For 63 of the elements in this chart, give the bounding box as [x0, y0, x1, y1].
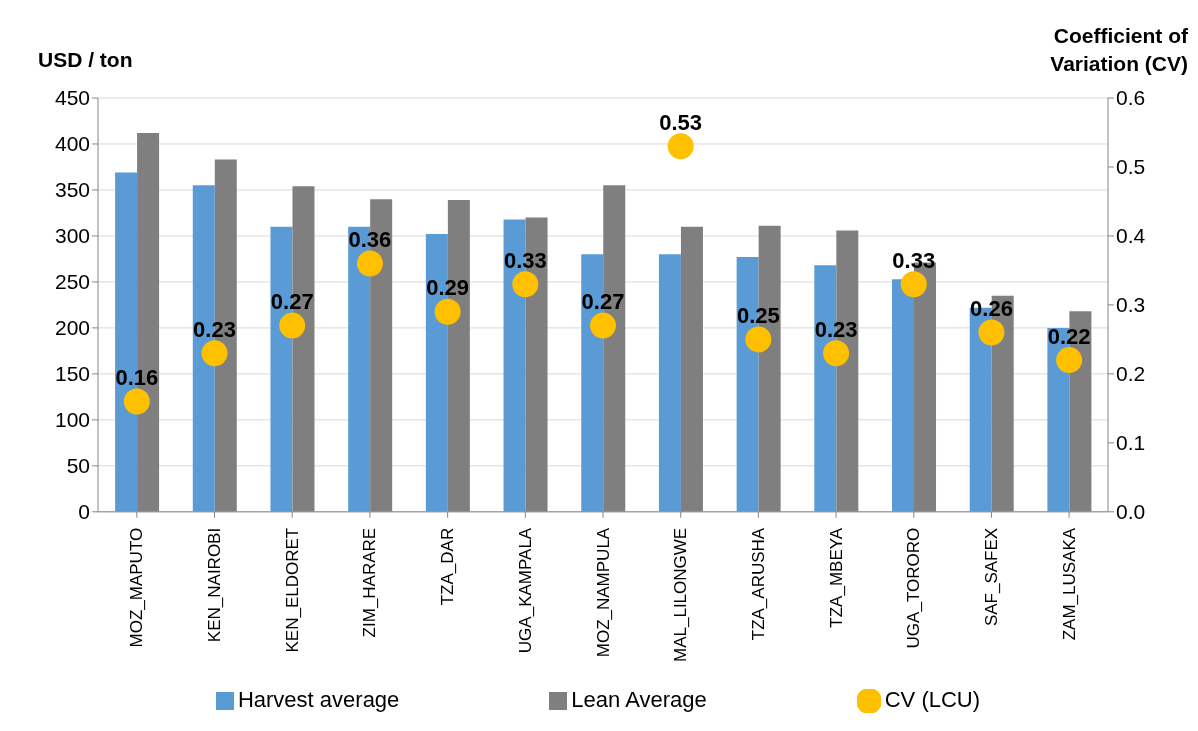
x-tick-label: MOZ_MAPUTO: [127, 527, 147, 648]
y2-tick-label: 0.1: [1116, 431, 1146, 455]
point: [823, 340, 850, 367]
x-tick-label: UGA_KAMPALA: [515, 527, 535, 654]
data-label: 0.33: [503, 247, 547, 273]
x-tick-label: TZA_DAR: [438, 527, 458, 606]
y-tick-label: 250: [54, 270, 90, 294]
x-tick-label: SAF_SAFEX: [981, 527, 1001, 627]
y-tick-label: 200: [54, 316, 90, 340]
data-label: 0.16: [115, 364, 159, 390]
point: [667, 133, 694, 160]
x-tick-label: UGA_TORORO: [904, 527, 924, 649]
point: [512, 271, 539, 298]
data-label: 0.23: [193, 316, 236, 342]
legend-label: CV (LCU): [883, 686, 981, 713]
y-tick-label: 300: [54, 224, 90, 248]
y2-tick-label: 0.6: [1116, 86, 1146, 110]
y2-tick-label: 0.4: [1116, 224, 1146, 248]
legend-label: Lean Average: [570, 686, 707, 713]
x-tick-label: MOZ_NAMPULA: [593, 527, 613, 658]
data-label: 0.23: [814, 316, 858, 342]
y-tick-label: 150: [54, 362, 90, 386]
legend-label: Harvest average: [236, 686, 400, 713]
x-tick-label: TZA_ARUSHA: [748, 527, 768, 641]
data-label: 0.26: [970, 295, 1013, 321]
point: [590, 312, 616, 339]
data-label: 0.33: [892, 247, 936, 273]
y-tick-label: 50: [66, 454, 90, 478]
y2-tick-label: 0.5: [1116, 155, 1146, 179]
y-tick-label: 350: [54, 178, 90, 202]
point: [900, 271, 927, 298]
y2-axis-title: Coefficient of Variation (CV): [1049, 23, 1188, 77]
y-axis-title: USD / ton: [38, 48, 133, 72]
y2-tick-label: 0.2: [1116, 362, 1146, 386]
data-label: 0.36: [348, 227, 392, 253]
x-tick-label: ZIM_HARARE: [360, 527, 380, 638]
x-tick-label: TZA_MBEYA: [826, 527, 846, 628]
point: [123, 388, 150, 415]
point: [279, 312, 306, 339]
y-tick-label: 0: [78, 500, 90, 524]
data-label: 0.53: [659, 109, 703, 135]
point: [745, 326, 772, 353]
x-tick-label: KEN_NAIROBI: [205, 527, 225, 643]
y-tick-label: 450: [54, 86, 90, 110]
point: [978, 319, 1005, 346]
y-tick-label: 100: [54, 408, 90, 432]
point: [434, 298, 461, 325]
data-label: 0.22: [1047, 323, 1091, 349]
y2-tick-label: 0.0: [1116, 500, 1146, 524]
x-tick-label: MAL_LILONGWE: [671, 527, 691, 662]
point: [201, 340, 228, 367]
data-label: 0.27: [270, 289, 314, 315]
data-label: 0.29: [426, 275, 470, 301]
point: [1056, 347, 1083, 374]
data-label: 0.25: [736, 302, 780, 328]
bar: [892, 279, 915, 512]
x-tick-label: KEN_ELDORET: [282, 527, 302, 653]
point: [356, 250, 383, 277]
y-tick-label: 400: [54, 132, 90, 156]
data-label: 0.27: [581, 289, 625, 315]
y2-tick-label: 0.3: [1116, 293, 1146, 317]
bar: [658, 254, 681, 512]
x-tick-label: ZAM_LUSAKA: [1059, 527, 1079, 641]
